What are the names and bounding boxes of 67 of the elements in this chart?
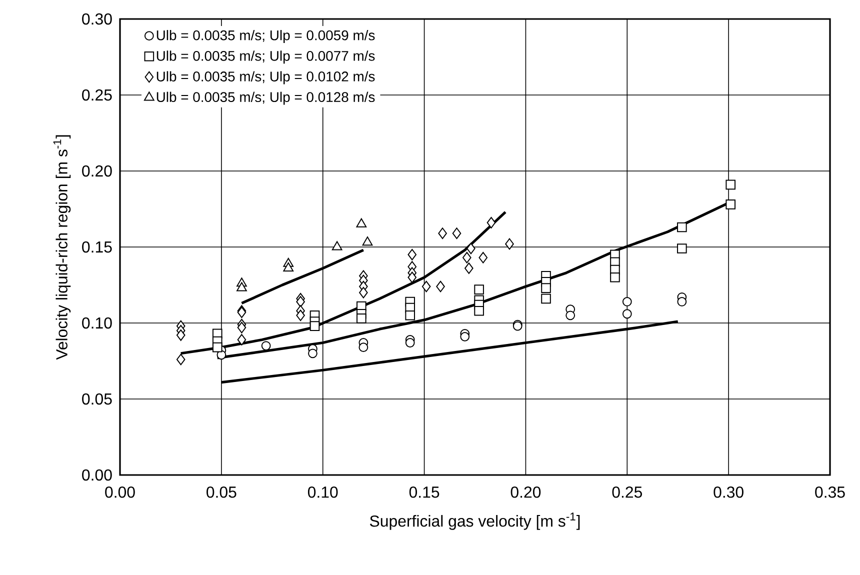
x-tick-label: 0.00 bbox=[105, 486, 135, 498]
point bbox=[474, 284, 484, 294]
point bbox=[358, 342, 368, 352]
point bbox=[677, 244, 687, 254]
legend-label: Ulb = 0.0035 m/s; Ulp = 0.0077 m/s bbox=[156, 50, 375, 64]
point bbox=[462, 252, 472, 264]
point bbox=[212, 342, 222, 352]
legend-label: Ulb = 0.0035 m/s; Ulp = 0.0102 m/s bbox=[156, 71, 375, 84]
point bbox=[677, 222, 687, 232]
point bbox=[436, 280, 445, 292]
point bbox=[464, 262, 474, 274]
legend-label: Ulb = 0.0035 m/s; Ulp = 0.0059 m/s bbox=[156, 30, 375, 44]
y-tick-label: 0.05 bbox=[82, 393, 112, 405]
point bbox=[452, 228, 462, 240]
point bbox=[726, 180, 736, 190]
point bbox=[408, 248, 417, 260]
point bbox=[308, 348, 318, 358]
point bbox=[176, 329, 186, 341]
y-axis-title: Velocity liquid-rich region [m s$^{-1}$] bbox=[53, 135, 71, 360]
x-tick-label: 0.25 bbox=[612, 486, 642, 498]
point bbox=[438, 228, 447, 240]
x-axis-title: Superficial gas velocity [m s$^{-1}$] bbox=[370, 512, 580, 530]
y-tick-label: 0.25 bbox=[82, 89, 112, 101]
point bbox=[541, 294, 551, 304]
point bbox=[283, 262, 294, 272]
x-tick-label: 0.15 bbox=[409, 486, 440, 498]
point bbox=[237, 322, 246, 334]
point bbox=[356, 314, 366, 324]
point bbox=[677, 297, 687, 306]
point bbox=[310, 321, 320, 331]
point bbox=[505, 238, 514, 250]
y-tick-label: 0.20 bbox=[82, 165, 112, 177]
point bbox=[362, 236, 373, 246]
y-tick-label: 0.00 bbox=[82, 469, 112, 481]
point bbox=[408, 272, 417, 284]
point bbox=[332, 241, 342, 250]
y-tick-label: 0.10 bbox=[82, 317, 112, 329]
point bbox=[541, 283, 551, 293]
point bbox=[422, 280, 431, 292]
y-tick-label: 0.15 bbox=[82, 241, 112, 253]
point bbox=[236, 282, 247, 292]
y-tick-label: 0.30 bbox=[82, 13, 112, 25]
point bbox=[474, 306, 484, 316]
point bbox=[405, 310, 415, 320]
x-tick-label: 0.10 bbox=[308, 486, 338, 498]
point bbox=[460, 332, 470, 342]
point bbox=[478, 252, 488, 264]
point bbox=[261, 341, 271, 350]
point bbox=[622, 297, 632, 306]
point bbox=[726, 200, 736, 210]
x-tick-label: 0.30 bbox=[714, 486, 744, 498]
x-tick-label: 0.05 bbox=[206, 486, 236, 498]
x-tick-label: 0.20 bbox=[510, 486, 541, 498]
point bbox=[486, 216, 496, 228]
point bbox=[622, 309, 632, 319]
point bbox=[296, 296, 305, 308]
legend-label: Ulb = 0.0035 m/s; Ulp = 0.0128 m/s bbox=[156, 92, 375, 105]
point bbox=[176, 354, 186, 366]
point bbox=[610, 272, 620, 282]
x-tick-label: 0.35 bbox=[815, 486, 845, 498]
point bbox=[237, 334, 246, 346]
point bbox=[405, 338, 415, 348]
point bbox=[359, 286, 368, 298]
point bbox=[466, 242, 476, 254]
point bbox=[296, 310, 305, 322]
point bbox=[566, 310, 576, 320]
point bbox=[356, 218, 367, 228]
